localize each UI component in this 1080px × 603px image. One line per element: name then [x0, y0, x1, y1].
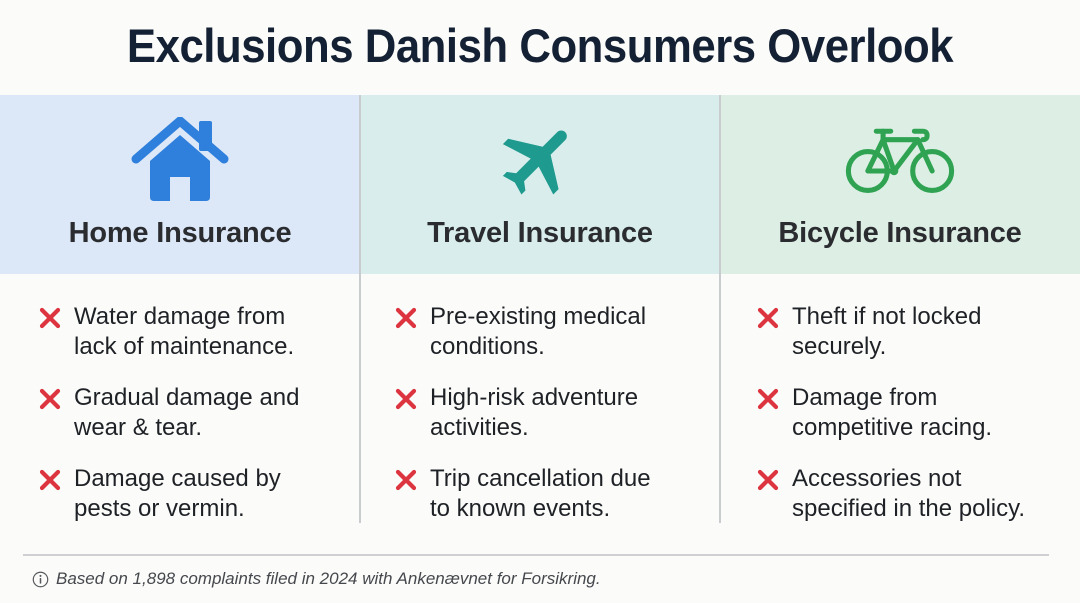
exclusion-text: Accessories not specified in the policy. — [792, 465, 1026, 522]
exclusion-text: Theft if not locked securely. — [792, 303, 982, 360]
exclusion-item: Trip cancellation due to known events. — [394, 464, 720, 524]
exclusion-item: Gradual damage and wear & tear. — [38, 383, 360, 443]
x-mark-icon — [757, 307, 779, 329]
x-mark-icon — [39, 388, 61, 410]
exclusion-item: Damage caused by pests or vermin. — [38, 464, 360, 524]
exclusion-text: Pre-existing medical conditions. — [430, 303, 647, 360]
column-travel-insurance: Travel Insurance Pre-existing medical co… — [360, 95, 720, 525]
bicycle-icon — [845, 115, 955, 205]
column-home-insurance: Home Insurance Water damage from lack of… — [0, 95, 360, 525]
column-title: Bicycle Insurance — [778, 217, 1022, 249]
exclusion-item: Pre-existing medical conditions. — [394, 302, 720, 362]
exclusion-list: Water damage from lack of maintenance. G… — [0, 274, 360, 524]
x-mark-icon — [395, 469, 417, 491]
source-note: Based on 1,898 complaints filed in 2024 … — [32, 569, 601, 589]
x-mark-icon — [395, 307, 417, 329]
exclusion-text: Damage from competitive racing. — [792, 384, 993, 441]
source-note-text: Based on 1,898 complaints filed in 2024 … — [56, 569, 601, 588]
exclusion-item: High-risk adventure activities. — [394, 383, 720, 443]
x-mark-icon — [757, 469, 779, 491]
exclusion-text: High-risk adventure activities. — [430, 384, 639, 441]
column-title: Travel Insurance — [427, 217, 653, 249]
column-title: Home Insurance — [68, 217, 292, 249]
exclusion-item: Accessories not specified in the policy. — [756, 464, 1080, 524]
column-header-bicycle: Bicycle Insurance — [720, 95, 1080, 274]
exclusion-text: Trip cancellation due to known events. — [430, 465, 651, 522]
exclusion-text: Water damage from lack of maintenance. — [74, 303, 295, 360]
footer-divider — [23, 554, 1049, 556]
x-mark-icon — [395, 388, 417, 410]
column-header-home: Home Insurance — [0, 95, 360, 274]
x-mark-icon — [39, 307, 61, 329]
exclusion-item: Damage from competitive racing. — [756, 383, 1080, 443]
airplane-icon — [485, 115, 595, 205]
x-mark-icon — [757, 388, 779, 410]
exclusion-list: Theft if not locked securely. Damage fro… — [720, 274, 1080, 524]
column-divider — [719, 95, 721, 523]
exclusion-list: Pre-existing medical conditions. High-ri… — [360, 274, 720, 524]
info-icon — [32, 571, 49, 587]
column-divider — [359, 95, 361, 523]
exclusion-item: Theft if not locked securely. — [756, 302, 1080, 362]
exclusion-text: Gradual damage and wear & tear. — [74, 384, 300, 441]
column-header-travel: Travel Insurance — [360, 95, 720, 274]
exclusion-text: Damage caused by pests or vermin. — [74, 465, 281, 522]
x-mark-icon — [39, 469, 61, 491]
exclusion-item: Water damage from lack of maintenance. — [38, 302, 360, 362]
insurance-columns: Home Insurance Water damage from lack of… — [0, 95, 1080, 525]
house-icon — [125, 115, 235, 205]
page-title: Exclusions Danish Consumers Overlook — [126, 19, 954, 72]
column-bicycle-insurance: Bicycle Insurance Theft if not locked se… — [720, 95, 1080, 525]
